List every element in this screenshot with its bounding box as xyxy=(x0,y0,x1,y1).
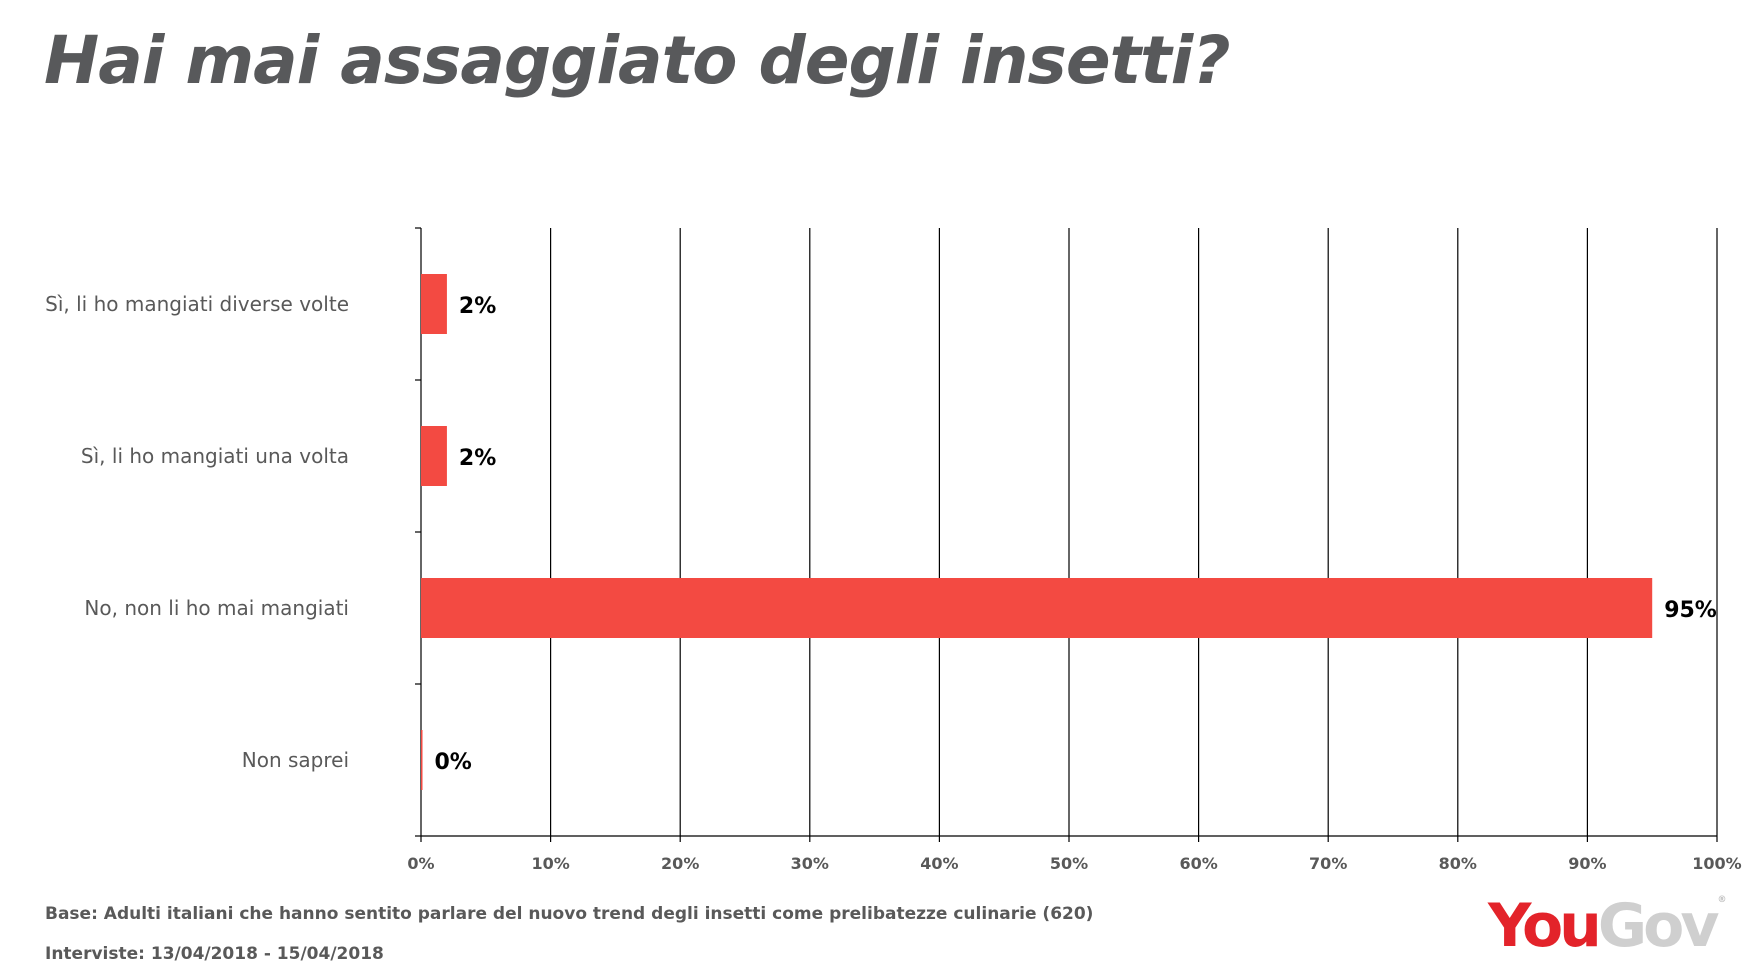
footer-base-note: Base: Adulti italiani che hanno sentito … xyxy=(45,904,1094,924)
x-tick-label: 20% xyxy=(661,854,699,873)
yougov-logo: YouGov ® xyxy=(1488,895,1727,957)
logo-registered-mark: ® xyxy=(1717,895,1727,905)
x-tick-label: 30% xyxy=(791,854,829,873)
value-label: 2% xyxy=(459,446,496,471)
x-tick-label: 50% xyxy=(1050,854,1088,873)
bar xyxy=(421,578,1653,638)
footer-interview-dates: Interviste: 13/04/2018 - 15/04/2018 xyxy=(45,944,384,964)
chart-title: Hai mai assaggiato degli insetti? xyxy=(44,22,1231,99)
value-label: 2% xyxy=(459,294,496,319)
category-label: No, non li ho mai mangiati xyxy=(84,596,349,620)
x-tick-label: 70% xyxy=(1309,854,1347,873)
x-tick-label: 90% xyxy=(1568,854,1606,873)
category-label: Non saprei xyxy=(242,748,349,772)
x-tick-label: 80% xyxy=(1439,854,1477,873)
value-label: 0% xyxy=(435,750,472,775)
bar xyxy=(421,426,447,486)
category-label: Sì, li ho mangiati diverse volte xyxy=(45,292,349,316)
logo-you-text: You xyxy=(1488,891,1602,961)
bar xyxy=(421,274,447,334)
bar-chart: 0% 10% 20% 30% 40% 50% 60% 70% 80% 90% 100% Sì, li … xyxy=(45,227,1742,873)
x-tick-label: 10% xyxy=(531,854,569,873)
x-tick-label: 40% xyxy=(920,854,958,873)
x-tick-label: 0% xyxy=(407,854,434,873)
x-tick-label: 60% xyxy=(1179,854,1217,873)
category-label: Sì, li ho mangiati una volta xyxy=(81,444,349,468)
x-tick-label: 100% xyxy=(1692,854,1741,873)
logo-gov-text: Gov xyxy=(1597,891,1720,961)
value-label: 95% xyxy=(1664,598,1717,623)
bar xyxy=(421,730,423,790)
